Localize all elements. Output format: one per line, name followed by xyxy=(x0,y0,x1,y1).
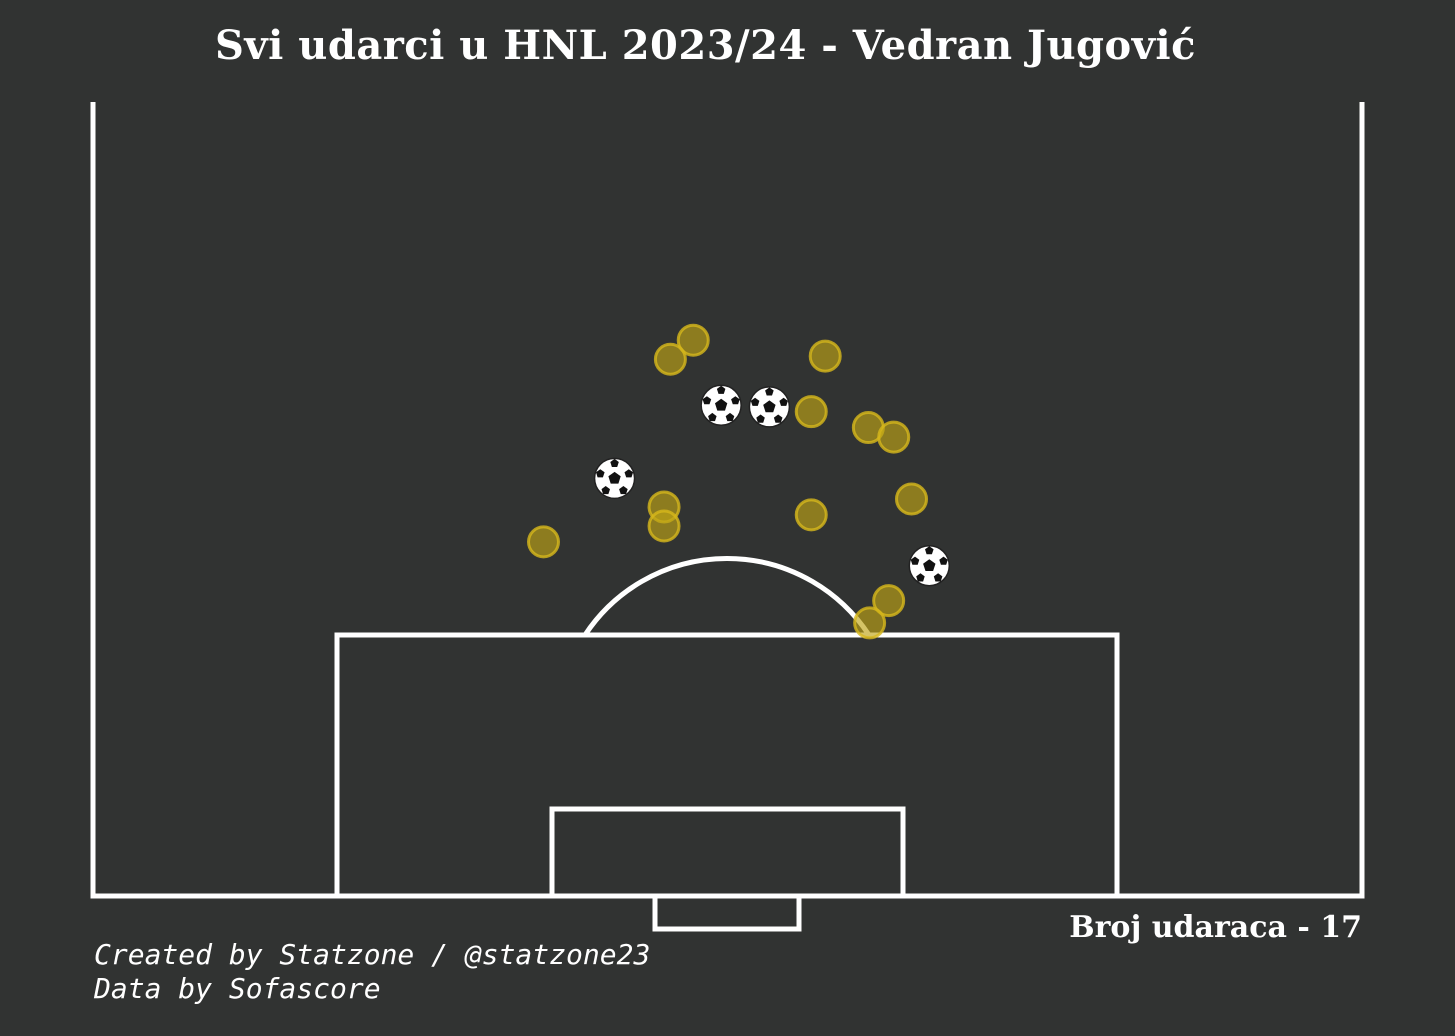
touchline-and-goal-line xyxy=(90,102,1365,899)
shot-count: Broj udaraca - 17 xyxy=(1069,910,1362,945)
shot-marker xyxy=(853,606,887,640)
shot-marker xyxy=(676,323,710,357)
six-yard-box xyxy=(549,806,906,899)
credit-line: Created by Statzone / @statzone23 xyxy=(94,938,651,971)
goal-frame xyxy=(652,893,802,932)
shot-marker xyxy=(526,525,560,559)
chart-title: Svi udarci u HNL 2023/24 - Vedran Jugovi… xyxy=(215,22,1196,69)
shot-marker xyxy=(808,339,842,373)
shot-marker xyxy=(794,395,828,429)
shot-marker xyxy=(877,420,911,454)
shot-marker xyxy=(653,342,687,376)
goal-ball-icon xyxy=(593,457,636,500)
pitch-lines xyxy=(90,102,1365,932)
data-source-line: Data by Sofascore xyxy=(94,972,381,1005)
penalty-arc xyxy=(582,556,872,637)
shot-marker xyxy=(895,482,929,516)
shot-marker xyxy=(794,498,828,532)
shot-marker xyxy=(647,509,681,543)
goal-ball-icon xyxy=(908,544,951,587)
shot-markers xyxy=(526,323,951,640)
penalty-box xyxy=(334,632,1120,899)
goal-ball-icon xyxy=(748,386,791,428)
goal-ball-icon xyxy=(700,384,742,427)
shot-marker xyxy=(872,584,906,618)
